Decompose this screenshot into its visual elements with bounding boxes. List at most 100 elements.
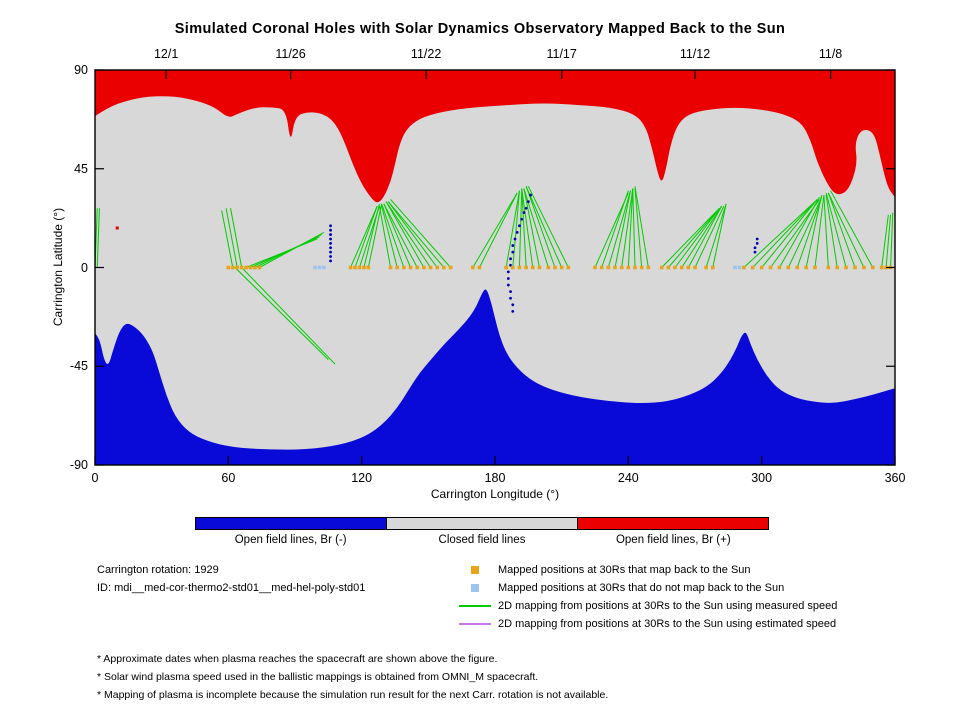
legend-label: Mapped positions at 30Rs that do not map…: [498, 582, 785, 594]
orange-mapped-point: [742, 265, 746, 270]
orange-mapped-point: [853, 265, 857, 270]
green-mapping-line: [681, 205, 723, 268]
green-mapping-line: [607, 190, 632, 268]
x-tick-label: 0: [91, 471, 99, 485]
orange-mapped-point: [606, 265, 611, 270]
x-axis-label: Carrington Longitude (°): [430, 487, 560, 501]
green-mapping-line: [779, 197, 820, 268]
green-mapping-line: [661, 210, 718, 268]
orange-mapped-point: [750, 265, 755, 270]
orange-mapped-point: [530, 265, 535, 270]
orange-mapped-point: [517, 265, 522, 270]
orange-mapped-point: [362, 265, 366, 270]
spacecraft-track-point: [753, 246, 757, 250]
run-info: Carrington rotation: 1929 ID: mdi__med-c…: [97, 561, 365, 597]
spacecraft-track-point: [329, 233, 332, 236]
green-mapping-line: [825, 192, 847, 268]
green-mapping-line: [472, 192, 518, 268]
run-id-text: ID: mdi__med-cor-thermo2-std01__med-hel-…: [97, 582, 366, 594]
colorbar-labels: Open field lines, Br (-) Closed field li…: [195, 534, 769, 546]
spacecraft-track-point: [506, 283, 510, 287]
spacecraft-track-point: [755, 237, 759, 241]
green-mapping-line: [523, 188, 540, 268]
date-label: 11/17: [546, 47, 577, 61]
orange-mapped-point: [626, 265, 631, 270]
green-mapping-line: [363, 203, 380, 268]
green-mapping-line: [814, 195, 825, 268]
green-mapping-line: [259, 231, 325, 268]
orange-mapped-point: [422, 265, 426, 270]
y-axis-label: Carrington Latitude (°): [51, 207, 65, 327]
green-mapping-line: [827, 192, 865, 268]
green-mapping-line: [512, 190, 520, 268]
orange-mapped-point: [257, 265, 262, 270]
y-tick-label: -45: [69, 359, 88, 374]
spacecraft-track-point: [506, 277, 510, 280]
orange-mapped-point: [235, 265, 240, 270]
orange-mapped-point: [395, 265, 400, 270]
green-mapping-line: [827, 192, 856, 268]
orange-mapped-point: [835, 265, 840, 270]
green-mapping-line: [527, 186, 569, 268]
spacecraft-track-point: [509, 257, 512, 261]
orange-mapped-point: [870, 265, 875, 270]
spacecraft-track-point: [518, 224, 521, 228]
orange-mapped-point: [559, 265, 564, 270]
legend-swatch-cell: [452, 566, 498, 574]
orange-mapped-point: [442, 265, 446, 270]
orange-mapped-point: [786, 265, 791, 270]
green-mapping-line: [525, 186, 556, 268]
colorbar-label-negative: Open field lines, Br (-): [234, 534, 347, 546]
orange-mapped-point: [844, 265, 848, 270]
green-mapping-line: [350, 205, 378, 268]
green-mapping-line: [601, 190, 629, 268]
green-mapping-line: [387, 201, 445, 268]
lightblue-unmapped-point: [322, 265, 326, 270]
lightblue-unmapped-point: [317, 265, 322, 270]
spacecraft-track-point: [526, 200, 530, 204]
field-line-colorbar: [195, 517, 769, 530]
green-mapping-line: [881, 214, 889, 268]
spacecraft-track-point: [329, 228, 332, 232]
x-tick-label: 60: [221, 471, 236, 485]
green-mapping-line: [385, 201, 431, 268]
footnote-1: * Approximate dates when plasma reaches …: [97, 653, 498, 665]
mapped-point-swatch: [471, 566, 479, 574]
estimated-speed-line-swatch: [459, 623, 491, 625]
spacecraft-track-point: [511, 244, 515, 247]
legend-label: 2D mapping from positions at 30Rs to the…: [498, 618, 837, 630]
green-mapping-line: [694, 205, 725, 268]
legend: Mapped positions at 30Rs that map back t…: [452, 561, 837, 633]
green-mapping-line: [478, 192, 518, 268]
legend-item-estimated: 2D mapping from positions at 30Rs to the…: [452, 615, 837, 633]
orange-mapped-point: [619, 265, 624, 270]
spacecraft-track-point: [329, 246, 332, 250]
green-mapping-line: [787, 197, 823, 268]
green-mapping-line: [632, 188, 636, 268]
green-mapping-line: [383, 203, 418, 268]
green-mapping-line: [381, 205, 398, 268]
green-mapping-line: [825, 195, 838, 268]
colorbar-segment-negative: [196, 518, 387, 529]
orange-mapped-point: [239, 265, 244, 270]
orange-mapped-point: [599, 265, 604, 270]
green-mapping-line: [712, 203, 727, 268]
spacecraft-track-point: [329, 259, 332, 263]
orange-mapped-point: [710, 265, 715, 270]
green-mapping-line: [761, 199, 818, 268]
orange-mapped-point: [593, 265, 597, 270]
footnote-3: * Mapping of plasma is incomplete becaus…: [97, 689, 609, 701]
spacecraft-track-point: [506, 270, 510, 274]
page-title: Simulated Coronal Holes with Solar Dynam…: [174, 21, 786, 37]
orange-mapped-point: [253, 265, 257, 270]
green-mapping-line: [634, 186, 649, 268]
orange-mapped-point: [862, 265, 866, 270]
spacecraft-track-point: [513, 237, 517, 241]
green-mapping-line: [390, 199, 451, 268]
orange-mapped-point: [673, 265, 677, 270]
legend-swatch-cell: [452, 584, 498, 592]
green-mapping-line: [627, 188, 634, 268]
y-tick-label: 90: [74, 63, 88, 77]
green-mapping-line: [521, 188, 534, 268]
orange-mapped-point: [428, 265, 433, 270]
